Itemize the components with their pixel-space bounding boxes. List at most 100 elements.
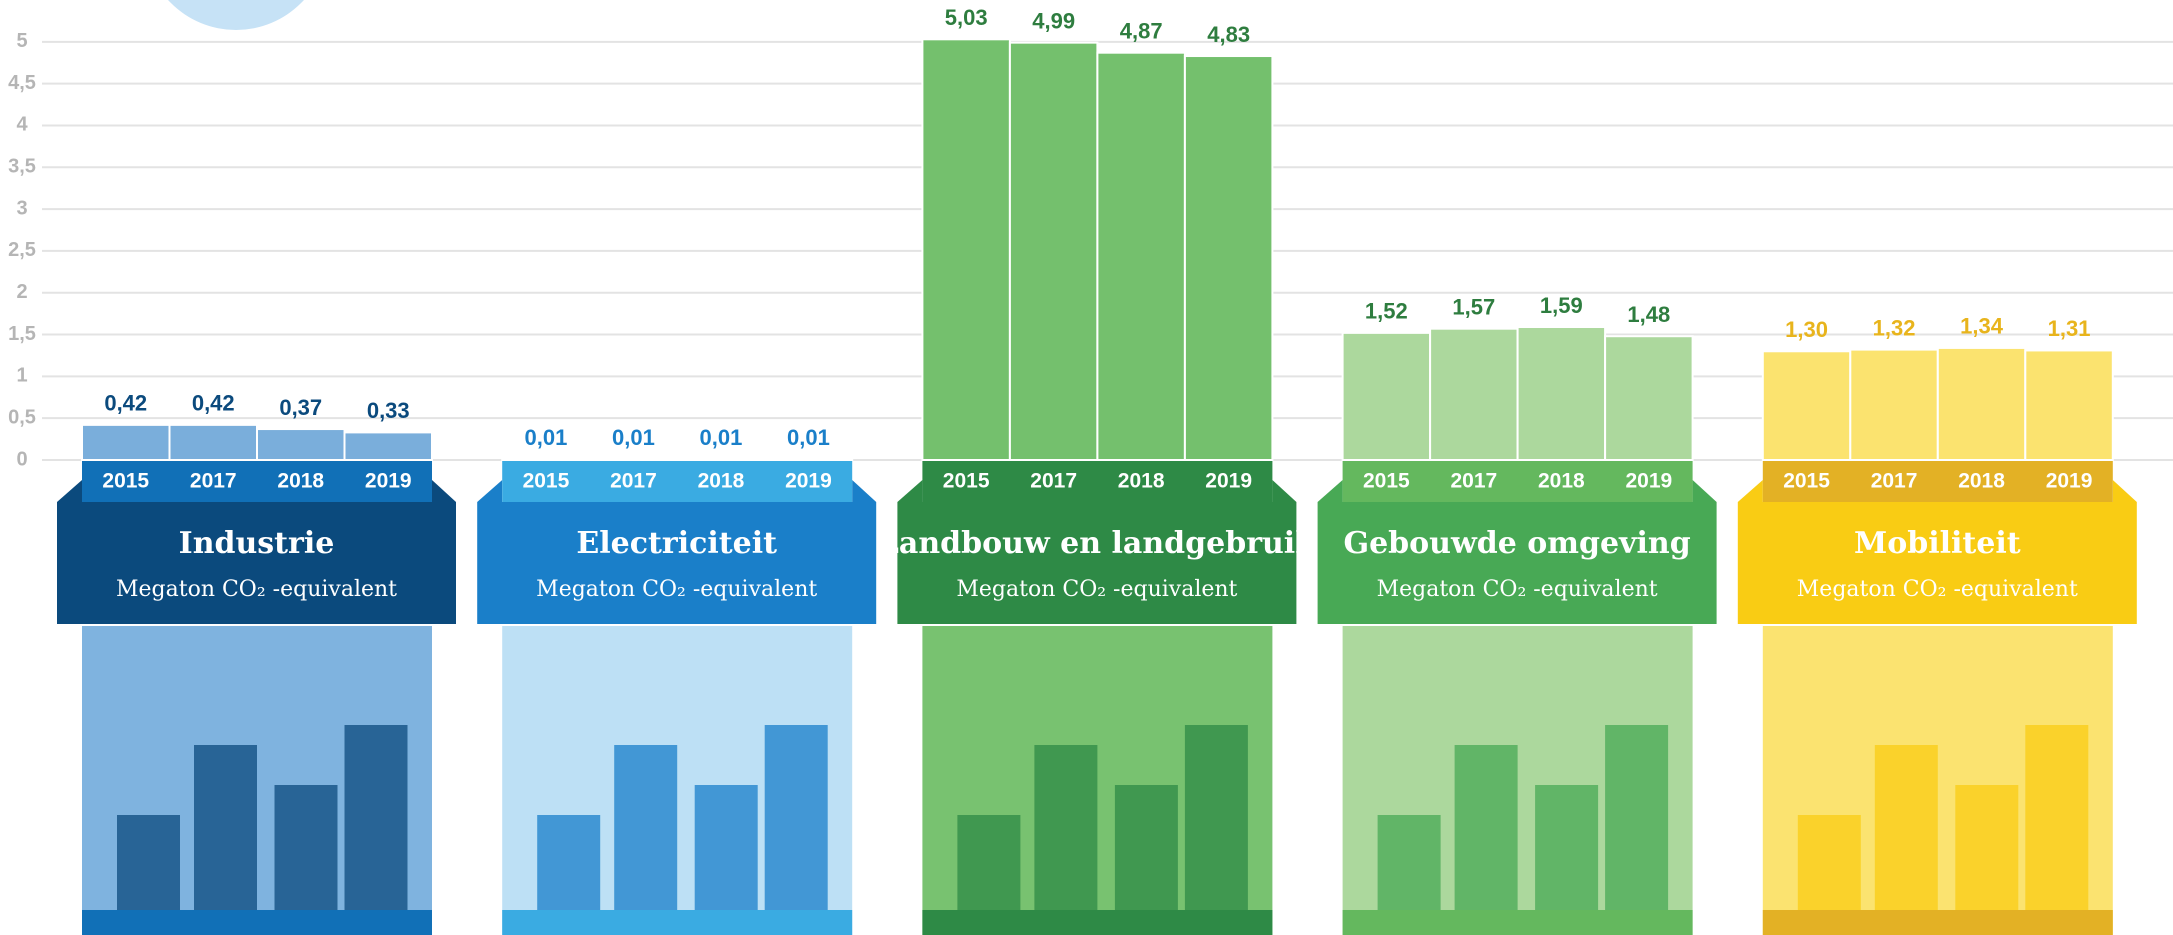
header-corner <box>1693 480 1717 502</box>
bar <box>2025 350 2113 460</box>
bar <box>1605 336 1693 460</box>
illustration-shape <box>2025 725 2088 935</box>
header-corner <box>1318 480 1343 502</box>
x-tick-label: 2015 <box>102 470 149 493</box>
x-tick-label: 2017 <box>1030 470 1077 493</box>
header-corner <box>1738 480 1763 502</box>
panel-header <box>897 502 1296 624</box>
y-tick-label: 3 <box>16 197 27 219</box>
header-corner <box>897 480 922 502</box>
y-tick-label: 2 <box>16 281 27 303</box>
value-label: 1,48 <box>1627 302 1670 327</box>
x-tick-label: 2015 <box>523 470 570 493</box>
value-label: 1,52 <box>1365 299 1408 324</box>
x-tick-label: 2018 <box>698 470 745 493</box>
value-label: 0,01 <box>525 425 568 450</box>
illustration-shape <box>345 725 408 935</box>
decoration <box>144 0 328 30</box>
value-label: 4,87 <box>1120 19 1163 44</box>
x-tick-label: 2017 <box>1450 470 1497 493</box>
value-label: 5,03 <box>945 5 988 30</box>
x-tick-label: 2017 <box>610 470 657 493</box>
illustration-shape <box>614 745 677 935</box>
panel-title: Electriciteit <box>576 526 777 561</box>
chart: 00,511,522,533,544,55IndustrieMegaton CO… <box>0 0 2173 935</box>
x-tick-label: 2018 <box>1118 470 1165 493</box>
value-label: 1,34 <box>1960 314 2004 339</box>
bar <box>1010 43 1098 460</box>
bar <box>1518 327 1606 460</box>
header-corner <box>57 480 82 502</box>
y-tick-label: 2,5 <box>8 239 36 261</box>
illustration-ground <box>1763 910 2113 935</box>
x-tick-label: 2015 <box>943 470 990 493</box>
illustration-shape <box>1605 725 1668 935</box>
illustration-shape <box>1455 745 1518 935</box>
header-corner <box>477 480 502 502</box>
illustration-shape <box>765 725 828 935</box>
y-tick-label: 4 <box>16 114 28 136</box>
panel-title: Gebouwde omgeving <box>1343 526 1690 561</box>
y-tick-label: 1,5 <box>8 323 36 345</box>
x-tick-label: 2018 <box>1958 470 2005 493</box>
value-label: 0,01 <box>612 425 655 450</box>
value-label: 0,01 <box>787 425 830 450</box>
y-tick-label: 5 <box>16 30 27 52</box>
illustration-shape <box>1034 745 1097 935</box>
value-label: 0,37 <box>279 395 322 420</box>
panel-title: Landbouw en landgebruik <box>878 526 1317 561</box>
panel-header <box>477 502 876 624</box>
value-label: 1,31 <box>2048 316 2091 341</box>
bar <box>345 432 433 460</box>
illustration-shape <box>1875 745 1938 935</box>
bar <box>257 429 345 460</box>
bar <box>170 425 258 460</box>
bar <box>1097 53 1185 460</box>
value-label: 4,83 <box>1207 22 1250 47</box>
x-tick-label: 2017 <box>1871 470 1918 493</box>
panel-unit: Megaton CO₂ -equivalent <box>536 577 817 602</box>
x-tick-label: 2015 <box>1783 470 1830 493</box>
x-tick-label: 2019 <box>785 470 832 493</box>
panel-unit: Megaton CO₂ -equivalent <box>1377 577 1658 602</box>
value-label: 0,33 <box>367 398 410 423</box>
x-tick-label: 2017 <box>190 470 237 493</box>
bar <box>1938 348 2026 460</box>
panel-header <box>1738 502 2137 624</box>
panel-header <box>1318 502 1717 624</box>
bar <box>1430 329 1518 460</box>
header-corner <box>1272 480 1296 502</box>
x-tick-label: 2019 <box>1625 470 1672 493</box>
x-tick-label: 2019 <box>1205 470 1252 493</box>
value-label: 0,42 <box>104 391 147 416</box>
value-label: 0,42 <box>192 391 235 416</box>
bar <box>1850 350 1938 460</box>
panel-title: Industrie <box>179 526 335 561</box>
x-tick-label: 2015 <box>1363 470 1410 493</box>
x-tick-label: 2018 <box>1538 470 1585 493</box>
y-tick-label: 0,5 <box>8 406 36 428</box>
x-tick-label: 2019 <box>365 470 412 493</box>
value-label: 1,59 <box>1540 293 1583 318</box>
header-corner <box>432 480 456 502</box>
panel-unit: Megaton CO₂ -equivalent <box>116 577 397 602</box>
panel-unit: Megaton CO₂ -equivalent <box>956 577 1237 602</box>
bar <box>502 459 590 460</box>
illustration-ground <box>1343 910 1693 935</box>
panel-title: Mobiliteit <box>1854 526 2021 561</box>
x-tick-label: 2018 <box>277 470 324 493</box>
value-label: 1,30 <box>1785 317 1828 342</box>
y-tick-label: 3,5 <box>8 156 36 178</box>
bar <box>765 459 853 460</box>
illustration-ground <box>922 910 1272 935</box>
x-tick-label: 2019 <box>2046 470 2093 493</box>
bar <box>922 39 1010 460</box>
y-tick-label: 4,5 <box>8 72 36 94</box>
panel-header <box>57 502 456 624</box>
value-label: 4,99 <box>1032 8 1075 33</box>
value-label: 1,57 <box>1452 295 1495 320</box>
illustration-ground <box>502 910 852 935</box>
bar <box>590 459 678 460</box>
y-tick-label: 1 <box>16 365 27 387</box>
bar <box>1185 56 1273 460</box>
